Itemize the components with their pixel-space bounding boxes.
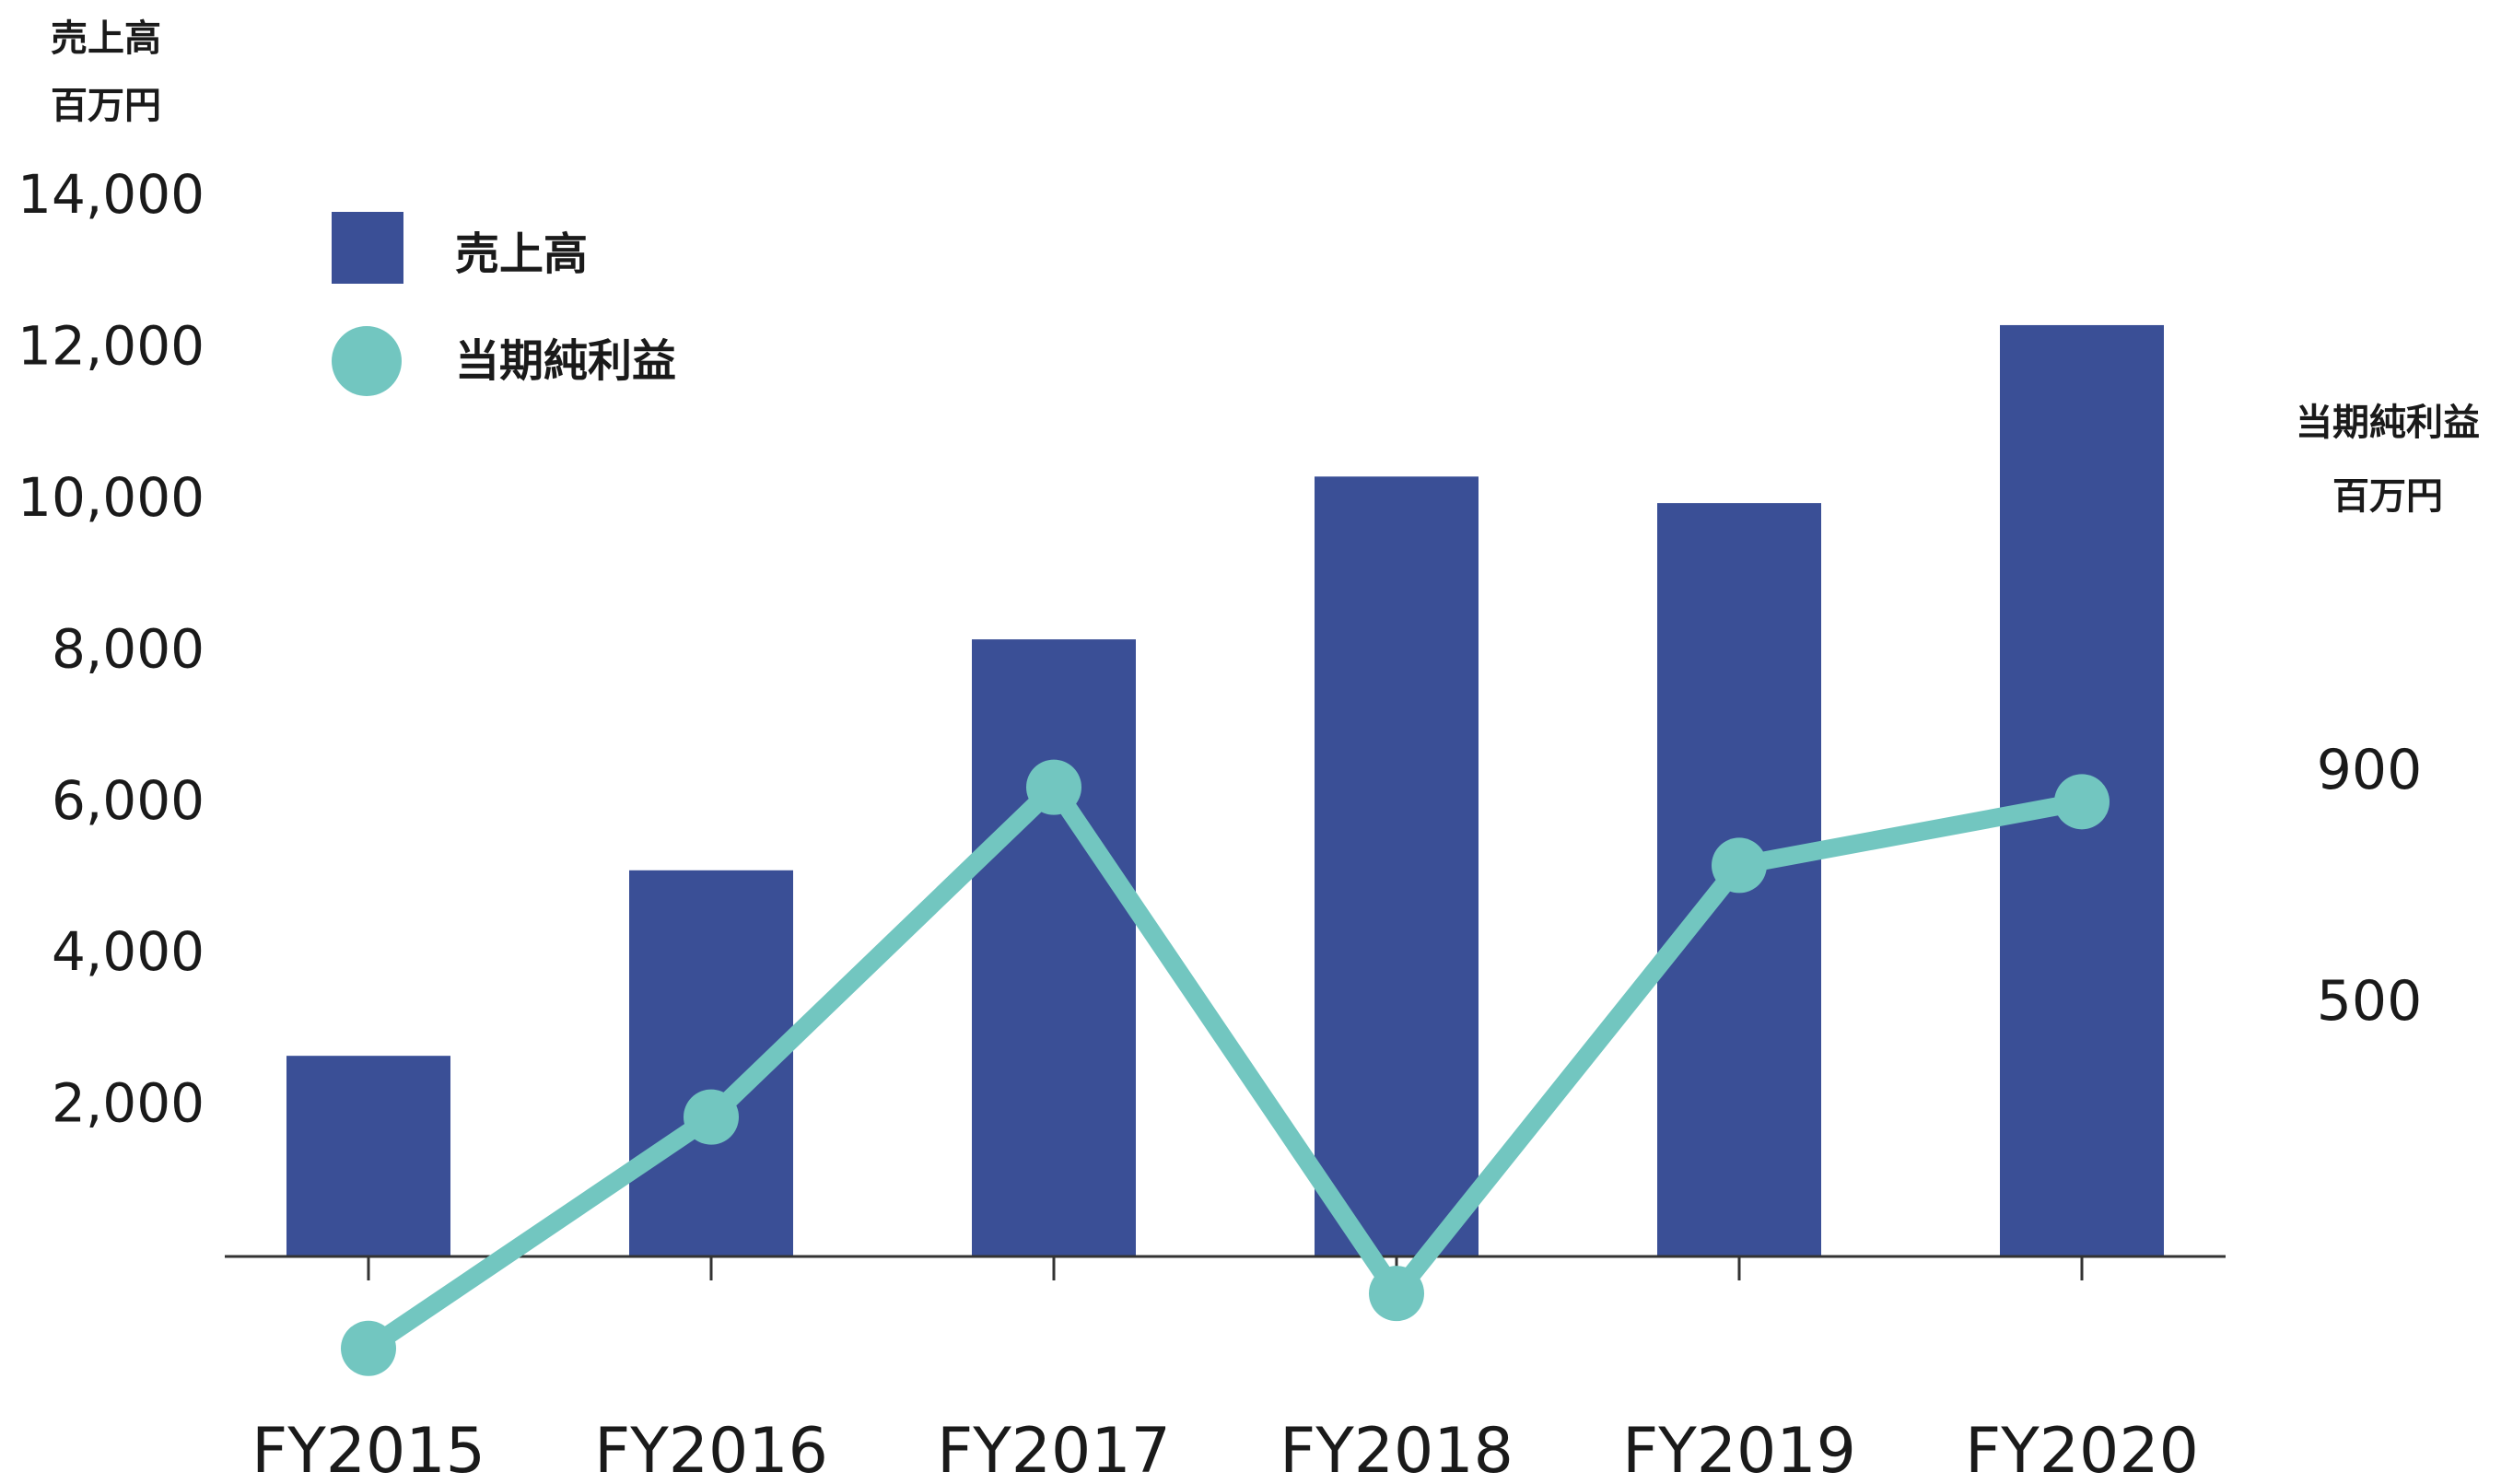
profit-line bbox=[359, 777, 2091, 1358]
profit-point bbox=[1369, 1266, 1424, 1322]
left-tick-label: 6,000 bbox=[52, 769, 205, 832]
left-tick-label: 14,000 bbox=[18, 163, 205, 226]
legend-sales-marker bbox=[332, 212, 403, 284]
right-tick-label: 900 bbox=[2317, 738, 2423, 802]
right-axis-unit-line-2: 百万円 bbox=[2332, 475, 2443, 518]
profit-point bbox=[1026, 759, 1081, 815]
x-tick-label: FY2018 bbox=[1280, 1415, 1514, 1484]
left-tick-label: 12,000 bbox=[18, 315, 205, 378]
sales-bars bbox=[286, 324, 2164, 1256]
sales-bar bbox=[286, 1056, 450, 1256]
sales-bar bbox=[972, 639, 1136, 1256]
profit-point bbox=[341, 1320, 396, 1376]
legend-sales-label: 売上高 bbox=[455, 228, 588, 280]
right-axis-unit-line-1: 当期純利益 bbox=[2296, 402, 2480, 444]
x-tick-label: FY2020 bbox=[1965, 1415, 2199, 1484]
profit-point bbox=[2054, 774, 2110, 830]
x-tick-label: FY2015 bbox=[251, 1415, 485, 1484]
x-tick-label: FY2016 bbox=[594, 1415, 828, 1484]
left-tick-label: 10,000 bbox=[18, 466, 205, 529]
profit-points bbox=[341, 759, 2110, 1376]
right-tick-label: 500 bbox=[2317, 969, 2423, 1034]
sales-bar bbox=[1315, 476, 1479, 1256]
left-tick-label: 2,000 bbox=[52, 1072, 205, 1135]
left-axis: 2,000 4,000 6,000 8,000 10,000 12,000 14,000 bbox=[18, 163, 205, 1134]
legend-profit-label: 当期純利益 bbox=[455, 335, 676, 387]
right-axis: 500 900 bbox=[2317, 738, 2423, 1034]
profit-point bbox=[684, 1089, 739, 1145]
x-tick-label: FY2019 bbox=[1622, 1415, 1856, 1484]
profit-point bbox=[1712, 837, 1767, 894]
left-axis-unit-line-2: 百万円 bbox=[51, 85, 161, 127]
left-axis-unit-line-1: 売上高 bbox=[51, 18, 161, 60]
x-axis: FY2015 FY2016 FY2017 FY2018 FY2019 FY2020 bbox=[251, 1256, 2199, 1484]
legend-profit-marker bbox=[332, 326, 402, 396]
left-tick-label: 8,000 bbox=[52, 617, 205, 680]
left-tick-label: 4,000 bbox=[52, 920, 205, 983]
x-tick-label: FY2017 bbox=[937, 1415, 1171, 1484]
